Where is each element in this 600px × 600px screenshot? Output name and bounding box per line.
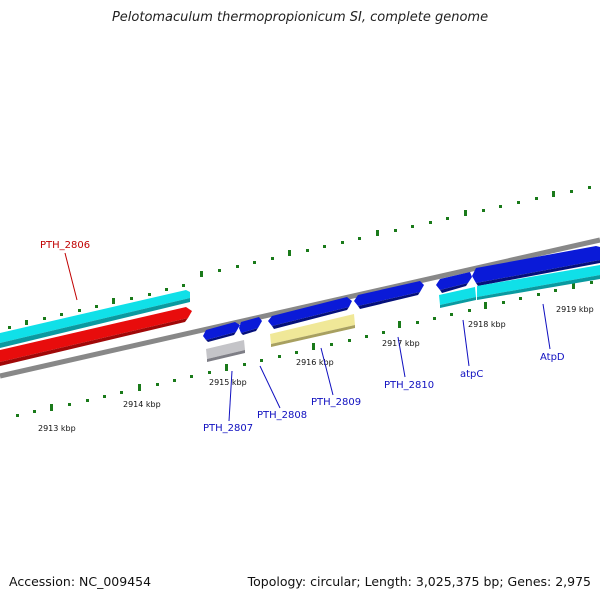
gene-atpc-arrow[interactable] xyxy=(436,272,472,293)
label-leader-lines xyxy=(64,252,551,422)
genome-summary-text: Topology: circular; Length: 3,025,375 bp… xyxy=(247,574,591,589)
genome-backbone xyxy=(0,237,600,379)
gene-label-pth-2810[interactable]: PTH_2810 xyxy=(384,380,434,391)
kbp-label: 2914 kbp xyxy=(123,400,161,409)
kbp-label: 2918 kbp xyxy=(468,320,506,329)
kbp-label: 2917 kbp xyxy=(382,339,420,348)
gene-label-atpd[interactable]: AtpD xyxy=(540,352,565,363)
kbp-label: 2919 kbp xyxy=(556,305,594,314)
kbp-label: 2913 kbp xyxy=(38,424,76,433)
gene-pth-2807-arrow[interactable] xyxy=(203,322,240,342)
gene-label-pth-2808[interactable]: PTH_2808 xyxy=(257,410,307,421)
gene-feature[interactable] xyxy=(0,290,190,348)
gene-label-atpc[interactable]: atpC xyxy=(460,369,483,380)
gene-atpc-block[interactable] xyxy=(439,287,476,308)
gene-atpd-arrow[interactable] xyxy=(472,246,600,286)
gene-label-pth-2806[interactable]: PTH_2806 xyxy=(40,240,90,251)
kbp-label: 2915 kbp xyxy=(209,378,247,387)
gene-pseudo-block[interactable] xyxy=(206,340,245,362)
gene-pth-2808-arrow[interactable] xyxy=(239,317,262,335)
gene-pth-2810-arrow[interactable] xyxy=(354,281,424,309)
gene-pth-2809-arrow[interactable] xyxy=(268,297,352,329)
gene-atpd-block[interactable] xyxy=(477,265,600,300)
gene-pth-2806[interactable] xyxy=(0,307,192,366)
gene-label-pth-2807[interactable]: PTH_2807 xyxy=(203,423,253,434)
lower-tick-row xyxy=(16,281,593,417)
genome-title: Pelotomaculum thermopropionicum SI, comp… xyxy=(111,10,489,25)
accession-text: Accession: NC_009454 xyxy=(9,574,152,589)
gene-label-pth-2809[interactable]: PTH_2809 xyxy=(311,397,361,408)
gene-hypothetical-block[interactable] xyxy=(270,314,355,347)
kbp-scale-labels: 2913 kbp 2914 kbp 2915 kbp 2916 kbp 2917… xyxy=(38,305,594,433)
kbp-label: 2916 kbp xyxy=(296,358,334,367)
upper-tick-row xyxy=(8,186,591,329)
